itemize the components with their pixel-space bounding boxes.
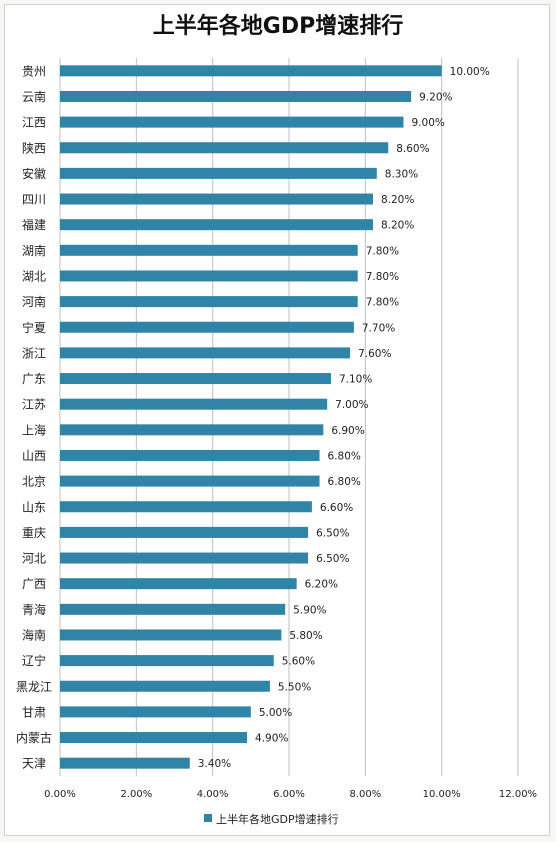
bar: [60, 347, 351, 359]
bar: [60, 398, 328, 410]
legend-swatch: [204, 814, 212, 822]
bar: [60, 65, 442, 77]
data-label: 9.00%: [412, 117, 445, 129]
bar: [60, 526, 309, 538]
category-label: 贵州: [22, 64, 46, 78]
x-tick-label: 10.00%: [423, 789, 461, 800]
bar: [60, 449, 320, 461]
legend-label: 上半年各地GDP增速排行: [216, 812, 339, 826]
data-label: 8.60%: [396, 143, 429, 155]
data-label: 8.30%: [385, 168, 418, 180]
data-label: 5.00%: [259, 707, 292, 719]
category-label: 海南: [22, 627, 46, 642]
category-label: 辽宁: [22, 653, 46, 668]
category-label: 黑龙江: [16, 680, 52, 694]
data-label: 9.20%: [419, 91, 452, 103]
category-label: 重庆: [22, 526, 46, 540]
data-label: 6.80%: [328, 450, 361, 462]
data-label: 3.40%: [198, 758, 231, 770]
category-label: 北京: [22, 475, 46, 489]
bar: [60, 193, 373, 205]
bar: [60, 219, 373, 231]
category-label: 甘肃: [22, 705, 46, 719]
bar: [60, 373, 331, 385]
data-label: 8.20%: [381, 220, 414, 232]
bar: [60, 629, 282, 641]
chart-title: 上半年各地GDP增速排行: [152, 14, 404, 39]
category-label: 河北: [22, 552, 46, 566]
data-label: 5.60%: [282, 656, 315, 668]
data-label: 6.50%: [316, 527, 349, 539]
category-label: 青海: [22, 602, 46, 617]
category-label: 湖南: [22, 243, 46, 258]
data-label: 7.00%: [335, 399, 368, 411]
bar: [60, 142, 389, 154]
data-label: 5.80%: [289, 630, 322, 642]
category-label: 山东: [22, 500, 46, 514]
category-label: 山西: [22, 449, 46, 463]
category-label: 浙江: [22, 346, 46, 360]
data-label: 6.50%: [316, 553, 349, 565]
data-label: 10.00%: [450, 66, 490, 78]
x-tick-label: 0.00%: [44, 789, 76, 800]
bar: [60, 167, 377, 179]
data-label: 7.80%: [366, 271, 399, 283]
data-label: 4.90%: [255, 733, 288, 745]
category-label: 宁夏: [22, 320, 46, 335]
category-label: 陕西: [22, 140, 46, 155]
category-label: 云南: [22, 89, 46, 104]
bar: [60, 424, 324, 436]
bar: [60, 321, 354, 333]
data-label: 5.90%: [293, 604, 326, 616]
bar: [60, 475, 320, 487]
category-label: 河南: [22, 294, 46, 309]
bar: [60, 501, 312, 513]
category-label: 安徽: [22, 166, 46, 181]
category-label: 上海: [22, 422, 46, 437]
category-label: 江苏: [22, 398, 46, 412]
category-label: 内蒙古: [16, 730, 52, 745]
data-label: 7.70%: [362, 322, 395, 334]
data-label: 7.80%: [366, 297, 399, 309]
x-tick-label: 12.00%: [499, 789, 537, 800]
category-label: 天津: [22, 757, 46, 771]
bar: [60, 552, 309, 564]
x-tick-label: 8.00%: [349, 789, 381, 800]
x-tick-label: 6.00%: [273, 789, 305, 800]
bar: [60, 732, 248, 744]
bar: [60, 116, 404, 128]
data-label: 6.80%: [328, 476, 361, 488]
category-label: 福建: [22, 217, 46, 232]
category-label: 江西: [22, 116, 46, 130]
x-tick-label: 2.00%: [120, 789, 152, 800]
data-label: 7.80%: [366, 245, 399, 257]
bar: [60, 244, 358, 256]
data-label: 7.10%: [339, 374, 372, 386]
data-label: 6.60%: [320, 502, 353, 514]
bar: [60, 270, 358, 282]
category-label: 广西: [22, 577, 46, 591]
data-label: 8.20%: [381, 194, 414, 206]
bar: [60, 706, 251, 718]
bar: [60, 296, 358, 308]
x-tick-label: 4.00%: [197, 789, 229, 800]
category-label: 四川: [22, 193, 46, 207]
data-label: 6.20%: [305, 579, 338, 591]
data-label: 5.50%: [278, 681, 311, 693]
category-label: 广东: [22, 372, 46, 386]
bar: [60, 90, 412, 102]
bar: [60, 578, 297, 590]
bar: [60, 680, 270, 692]
bar: [60, 655, 274, 667]
data-label: 6.90%: [331, 425, 364, 437]
bar: [60, 757, 190, 769]
bar: [60, 603, 286, 615]
data-label: 7.60%: [358, 348, 391, 360]
category-label: 湖北: [22, 268, 46, 283]
